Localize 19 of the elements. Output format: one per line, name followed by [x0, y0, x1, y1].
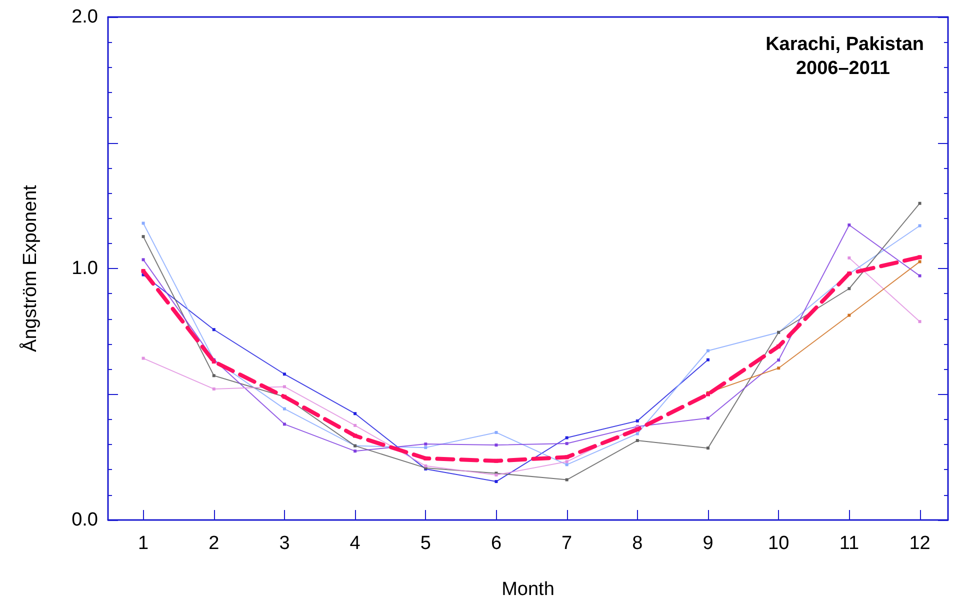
x-tick-label: 7: [562, 533, 572, 554]
text: 2006–2011: [796, 58, 890, 79]
x-tick-label: 2: [208, 533, 220, 554]
x-tick-label: 10: [768, 533, 790, 554]
x-axis-title: Month: [502, 579, 554, 600]
y-tick-label: 2.0: [72, 6, 98, 28]
y-axis-title: Ångström Exponent: [19, 184, 41, 352]
x-tick-label: 6: [490, 533, 502, 554]
x-tick-label: 3: [279, 533, 290, 554]
x-tick-label: 4: [350, 533, 361, 554]
x-tick-label: 8: [632, 533, 643, 554]
x-tick-label: 1: [138, 533, 149, 554]
x-tick-label: 11: [839, 533, 860, 554]
x-tick-label: 12: [909, 533, 930, 554]
text: Karachi, Pakistan: [766, 34, 924, 55]
x-tick-label: 9: [702, 533, 714, 554]
y-tick-label: 0.0: [72, 510, 98, 530]
x-tick-label: 5: [420, 533, 431, 554]
y-tick-label: 1.0: [72, 258, 98, 279]
